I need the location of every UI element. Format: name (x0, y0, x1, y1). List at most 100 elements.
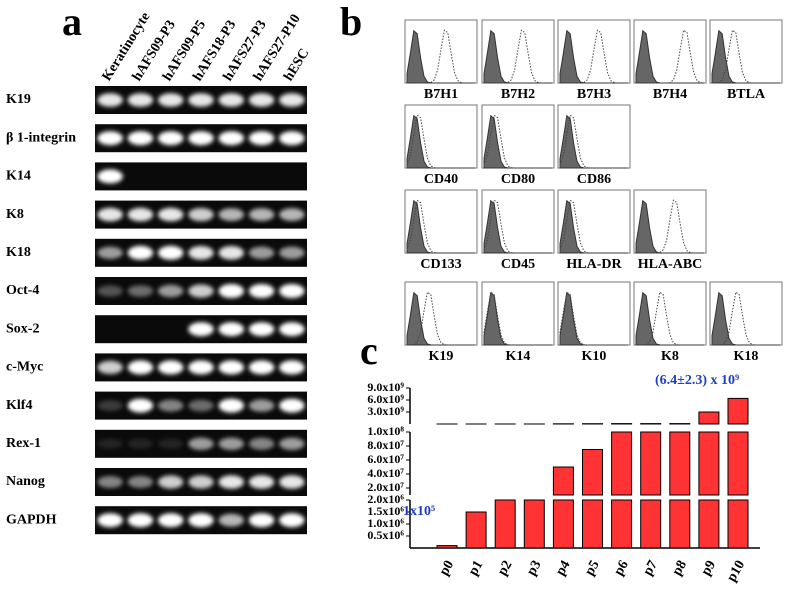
gel-band (127, 476, 154, 488)
gel-band (218, 246, 245, 260)
gel-band (157, 245, 184, 260)
bar (552, 499, 574, 549)
gel-band (218, 437, 245, 450)
gel-band (97, 131, 123, 146)
gel-band (218, 131, 245, 146)
gel-band (157, 284, 184, 298)
gel-band (97, 246, 123, 259)
gel-band (218, 398, 245, 413)
panel-letter: a (62, 0, 82, 44)
gel-band (188, 131, 214, 146)
marker-peak (636, 199, 704, 254)
gel-band (279, 208, 305, 222)
gene-label: GAPDH (6, 512, 57, 527)
lane-label: hESC (281, 46, 312, 84)
histogram-label: CD80 (501, 172, 535, 187)
gel-band (188, 360, 214, 375)
gel-band (127, 93, 154, 107)
gel-band (248, 93, 275, 107)
histogram-label: K18 (734, 349, 759, 364)
histogram-label: HLA-ABC (638, 257, 703, 272)
gel-band (218, 322, 245, 337)
histogram-label: K14 (506, 349, 531, 364)
marker-peak (484, 29, 552, 84)
gel-band (127, 438, 154, 449)
gel-band (97, 438, 123, 449)
gel-band (97, 360, 123, 374)
histogram-label: B7H3 (577, 87, 611, 102)
gel-band (279, 131, 305, 146)
gene-label: Rex-1 (6, 436, 41, 451)
gel-band (248, 437, 275, 450)
x-tick-label: p8 (670, 558, 690, 578)
gel-band (188, 475, 214, 489)
x-tick-label: p2 (495, 558, 515, 578)
gel-band (188, 284, 214, 298)
gel-band (97, 476, 123, 488)
y-tick-label: 1.0x10⁶ (367, 516, 404, 530)
bar (552, 466, 574, 496)
gel-band (97, 207, 123, 222)
histogram-label: CD133 (420, 257, 461, 272)
gel-band (218, 284, 245, 298)
bar (669, 499, 691, 549)
y-tick-label: 3.0x10⁹ (367, 404, 404, 418)
histogram-label: HLA-DR (566, 257, 622, 272)
gel-band (279, 322, 305, 337)
gel-band (279, 398, 305, 413)
gel-band (97, 513, 123, 528)
gel-band (127, 245, 154, 260)
gel-band (248, 360, 275, 375)
y-tick-label: 2.0x10⁷ (367, 480, 404, 494)
gel-band (127, 131, 154, 146)
y-tick-label: 0.5x10⁶ (367, 528, 404, 542)
y-tick-label: 4.0x10⁷ (367, 466, 404, 480)
bar (669, 431, 691, 496)
gel-band (248, 208, 275, 222)
marker-peak (712, 29, 780, 84)
gel-band (279, 246, 305, 259)
gel-band (97, 400, 123, 411)
gel-band (157, 131, 184, 146)
gel-band (248, 475, 275, 489)
bar (640, 499, 662, 549)
gel-band (279, 93, 305, 107)
gel-band (97, 93, 123, 107)
gel-band (157, 438, 184, 449)
histogram-label: K8 (661, 349, 679, 364)
histogram-label: CD86 (577, 172, 611, 187)
gel-band (97, 285, 123, 297)
gel-band (248, 131, 275, 146)
gel-band (279, 284, 305, 298)
bar (582, 449, 603, 496)
gel-band (248, 322, 275, 337)
gel-band (248, 284, 275, 298)
gel-band (218, 208, 245, 222)
bar (523, 499, 545, 549)
y-tick-label: 2.0x10⁶ (367, 492, 404, 506)
y-tick-label: 6.0x10⁷ (367, 452, 404, 466)
gene-label: β 1-integrin (6, 130, 76, 145)
histogram-label: K10 (582, 349, 607, 364)
histogram-label: B7H1 (424, 87, 458, 102)
panel-letter: b (340, 0, 362, 44)
gene-label: K19 (6, 92, 31, 107)
histogram-label: CD40 (424, 172, 458, 187)
gel-band (127, 513, 154, 528)
bar (698, 411, 720, 425)
x-tick-label: p0 (437, 558, 457, 578)
x-tick-label: p3 (524, 558, 544, 578)
gel-band (188, 399, 214, 412)
gene-label: Klf4 (6, 398, 32, 413)
gel-band (157, 475, 184, 489)
gel-band (218, 360, 245, 375)
bar (465, 511, 487, 549)
bar (611, 499, 633, 549)
gel-band (127, 285, 154, 297)
gel-band (279, 513, 305, 528)
gel-band (279, 475, 305, 489)
gel-band (248, 513, 275, 528)
gel-band (188, 437, 214, 450)
gel-band (188, 513, 214, 528)
